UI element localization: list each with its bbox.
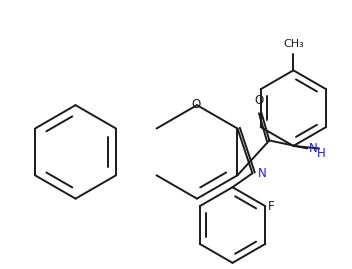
Text: O: O <box>191 98 201 111</box>
Text: H: H <box>317 147 326 160</box>
Text: N: N <box>309 142 318 155</box>
Text: F: F <box>268 200 275 213</box>
Text: CH₃: CH₃ <box>283 40 304 49</box>
Text: N: N <box>257 167 266 180</box>
Text: O: O <box>255 94 264 107</box>
